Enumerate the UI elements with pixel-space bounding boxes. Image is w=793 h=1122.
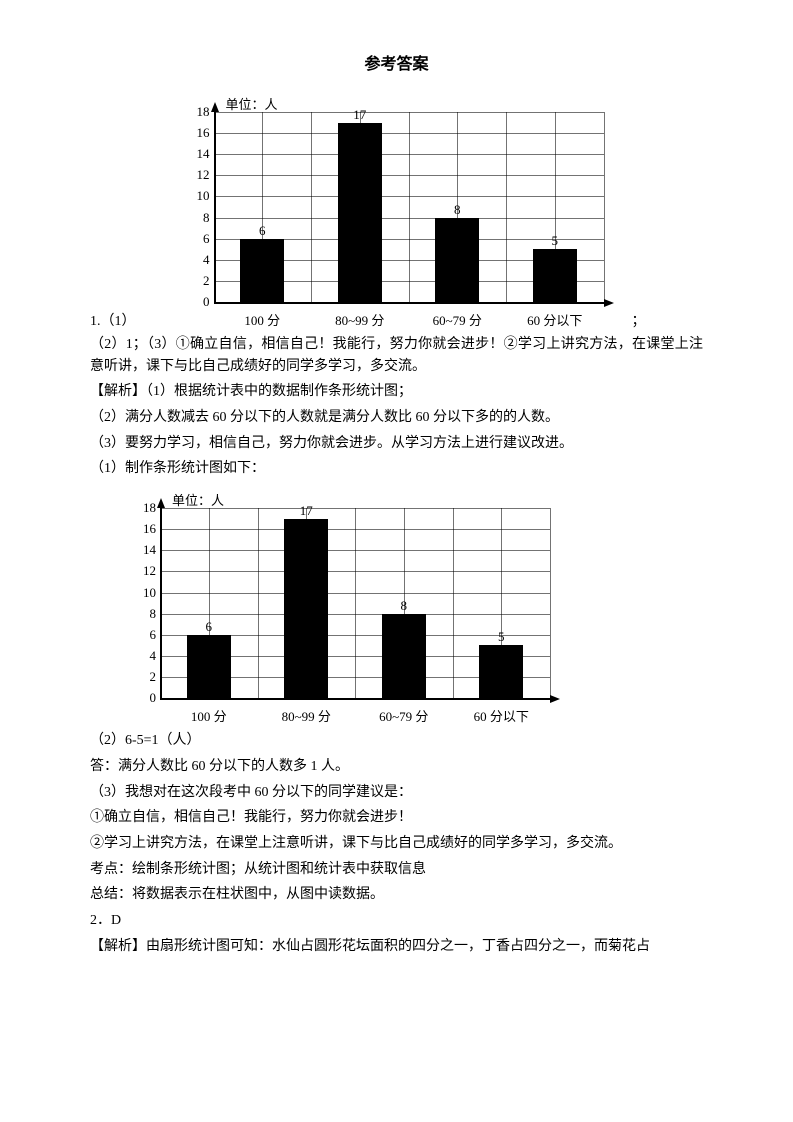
chart2-y-tick: 8 bbox=[134, 606, 156, 622]
chart1-y-tick: 12 bbox=[188, 167, 210, 183]
chart2-bar bbox=[187, 635, 231, 698]
chart1-gridline-v bbox=[311, 112, 312, 302]
chart2-x-label: 80~99 分 bbox=[258, 706, 356, 725]
chart2-bar bbox=[284, 519, 328, 698]
bar-chart-2: 单位：人 0 2 4 6 8 10 12 14 16 18 6 100 分 17 80~99 分 8 60~79… bbox=[130, 488, 570, 726]
text-b-line-8: 【解析】由扇形统计图可知：水仙占圆形花坛面积的四分之一，丁香占四分之一，而菊花占 bbox=[90, 936, 703, 958]
chart1-y-tick: 2 bbox=[188, 273, 210, 289]
chart1-x-arrow-icon bbox=[604, 299, 614, 307]
chart1-gridline-v bbox=[506, 112, 507, 302]
text-a-line-2: （2）满分人数减去 60 分以下的人数就是满分人数比 60 分以下多的的人数。 bbox=[90, 407, 703, 429]
chart2-y-tick: 14 bbox=[134, 542, 156, 558]
chart2-x-label: 60~79 分 bbox=[355, 706, 453, 725]
q1-prefix: 1.（1） bbox=[90, 310, 136, 334]
chart1-x-label: 60~79 分 bbox=[409, 310, 507, 329]
chart1-y-tick: 4 bbox=[188, 252, 210, 268]
chart2-y-tick: 2 bbox=[134, 669, 156, 685]
chart2-gridline-v bbox=[258, 508, 259, 698]
text-b-line-6: 总结：将数据表示在柱状图中，从图中读数据。 bbox=[90, 884, 703, 906]
text-b-line-2: （3）我想对在这次段考中 60 分以下的同学建议是： bbox=[90, 782, 703, 804]
chart1-bar bbox=[240, 239, 284, 302]
chart1-y-tick: 10 bbox=[188, 188, 210, 204]
chart2-bar-value: 6 bbox=[194, 619, 224, 635]
chart2-bar-value: 8 bbox=[389, 598, 419, 614]
chart1-y-tick: 14 bbox=[188, 146, 210, 162]
text-b-line-7: 2．D bbox=[90, 910, 703, 932]
chart1-bar bbox=[533, 249, 577, 302]
text-b-line-4: ②学习上讲究方法，在课堂上注意听讲，课下与比自己成绩好的同学多学习，多交流。 bbox=[90, 833, 703, 855]
chart1-gridline-v bbox=[409, 112, 410, 302]
chart1-bar-value: 5 bbox=[540, 233, 570, 249]
chart2-y-tick: 12 bbox=[134, 563, 156, 579]
chart1-y-tick: 18 bbox=[188, 104, 210, 120]
chart1-unit-label: 单位：人 bbox=[226, 94, 278, 113]
text-a-line-4: （1）制作条形统计图如下： bbox=[90, 458, 703, 480]
text-a-line-0: （2）1；（3）①确立自信，相信自己！我能行，努力你就会进步！②学习上讲究方法，… bbox=[90, 334, 703, 377]
chart2-y-tick: 4 bbox=[134, 648, 156, 664]
question-1-row: 1.（1） 单位：人 0 2 4 6 8 10 12 14 16 18 6 100 分 17 80~99 分… bbox=[90, 92, 703, 334]
chart2-x-label: 100 分 bbox=[160, 706, 258, 725]
chart1-x-label: 60 分以下 bbox=[506, 310, 604, 329]
chart1-bar-value: 17 bbox=[345, 107, 375, 123]
chart-2-wrap: 单位：人 0 2 4 6 8 10 12 14 16 18 6 100 分 17 80~99 分 8 60~79… bbox=[130, 488, 703, 726]
chart2-unit-label: 单位：人 bbox=[172, 490, 224, 509]
q1-suffix: ； bbox=[632, 310, 646, 334]
chart2-bar bbox=[382, 614, 426, 698]
chart2-y-tick: 10 bbox=[134, 585, 156, 601]
chart2-bar-value: 17 bbox=[291, 503, 321, 519]
chart2-x-label: 60 分以下 bbox=[453, 706, 551, 725]
chart2-bar bbox=[479, 645, 523, 698]
text-a-line-3: （3）要努力学习，相信自己，努力你就会进步。从学习方法上进行建议改进。 bbox=[90, 433, 703, 455]
page-title: 参考答案 bbox=[90, 50, 703, 74]
chart2-y-arrow-icon bbox=[157, 498, 165, 508]
chart2-y-tick: 16 bbox=[134, 521, 156, 537]
chart1-y-arrow-icon bbox=[211, 102, 219, 112]
chart2-y-tick: 0 bbox=[134, 690, 156, 706]
chart1-x-label: 100 分 bbox=[214, 310, 312, 329]
chart1-y-tick: 8 bbox=[188, 210, 210, 226]
chart2-y-tick: 18 bbox=[134, 500, 156, 516]
text-b-line-1: 答：满分人数比 60 分以下的人数多 1 人。 bbox=[90, 756, 703, 778]
page: 参考答案 1.（1） 单位：人0246810121416186100 分1780… bbox=[0, 0, 793, 1122]
text-block-a: （2）1；（3）①确立自信，相信自己！我能行，努力你就会进步！②学习上讲究方法，… bbox=[90, 334, 703, 480]
chart2-x-arrow-icon bbox=[550, 695, 560, 703]
chart2-y-tick: 6 bbox=[134, 627, 156, 643]
chart1-x-label: 80~99 分 bbox=[311, 310, 409, 329]
text-b-line-0: （2）6-5=1（人） bbox=[90, 730, 703, 752]
chart1-y-tick: 0 bbox=[188, 294, 210, 310]
chart1-bar-value: 8 bbox=[442, 202, 472, 218]
chart2-gridline-v bbox=[355, 508, 356, 698]
text-b-line-3: ①确立自信，相信自己！我能行，努力你就会进步！ bbox=[90, 807, 703, 829]
chart-1-wrap: 单位：人 0 2 4 6 8 10 12 14 16 18 6 100 分 17 80~99 分 8 60~79… bbox=[184, 92, 624, 330]
chart2-gridline-v bbox=[453, 508, 454, 698]
chart1-gridline-v bbox=[604, 112, 605, 302]
chart1-bar-value: 6 bbox=[247, 223, 277, 239]
text-a-line-1: 【解析】（1）根据统计表中的数据制作条形统计图； bbox=[90, 381, 703, 403]
text-b-line-5: 考点：绘制条形统计图；从统计图和统计表中获取信息 bbox=[90, 859, 703, 881]
chart1-y-tick: 6 bbox=[188, 231, 210, 247]
bar-chart-1: 单位：人 0 2 4 6 8 10 12 14 16 18 6 100 分 17 80~99 分 8 60~79… bbox=[184, 92, 624, 330]
chart2-bar-value: 5 bbox=[486, 629, 516, 645]
chart2-gridline-v bbox=[550, 508, 551, 698]
chart1-bar bbox=[435, 218, 479, 302]
chart1-bar bbox=[338, 123, 382, 302]
chart1-y-tick: 16 bbox=[188, 125, 210, 141]
text-block-b: （2）6-5=1（人） 答：满分人数比 60 分以下的人数多 1 人。 （3）我想对… bbox=[90, 730, 703, 957]
